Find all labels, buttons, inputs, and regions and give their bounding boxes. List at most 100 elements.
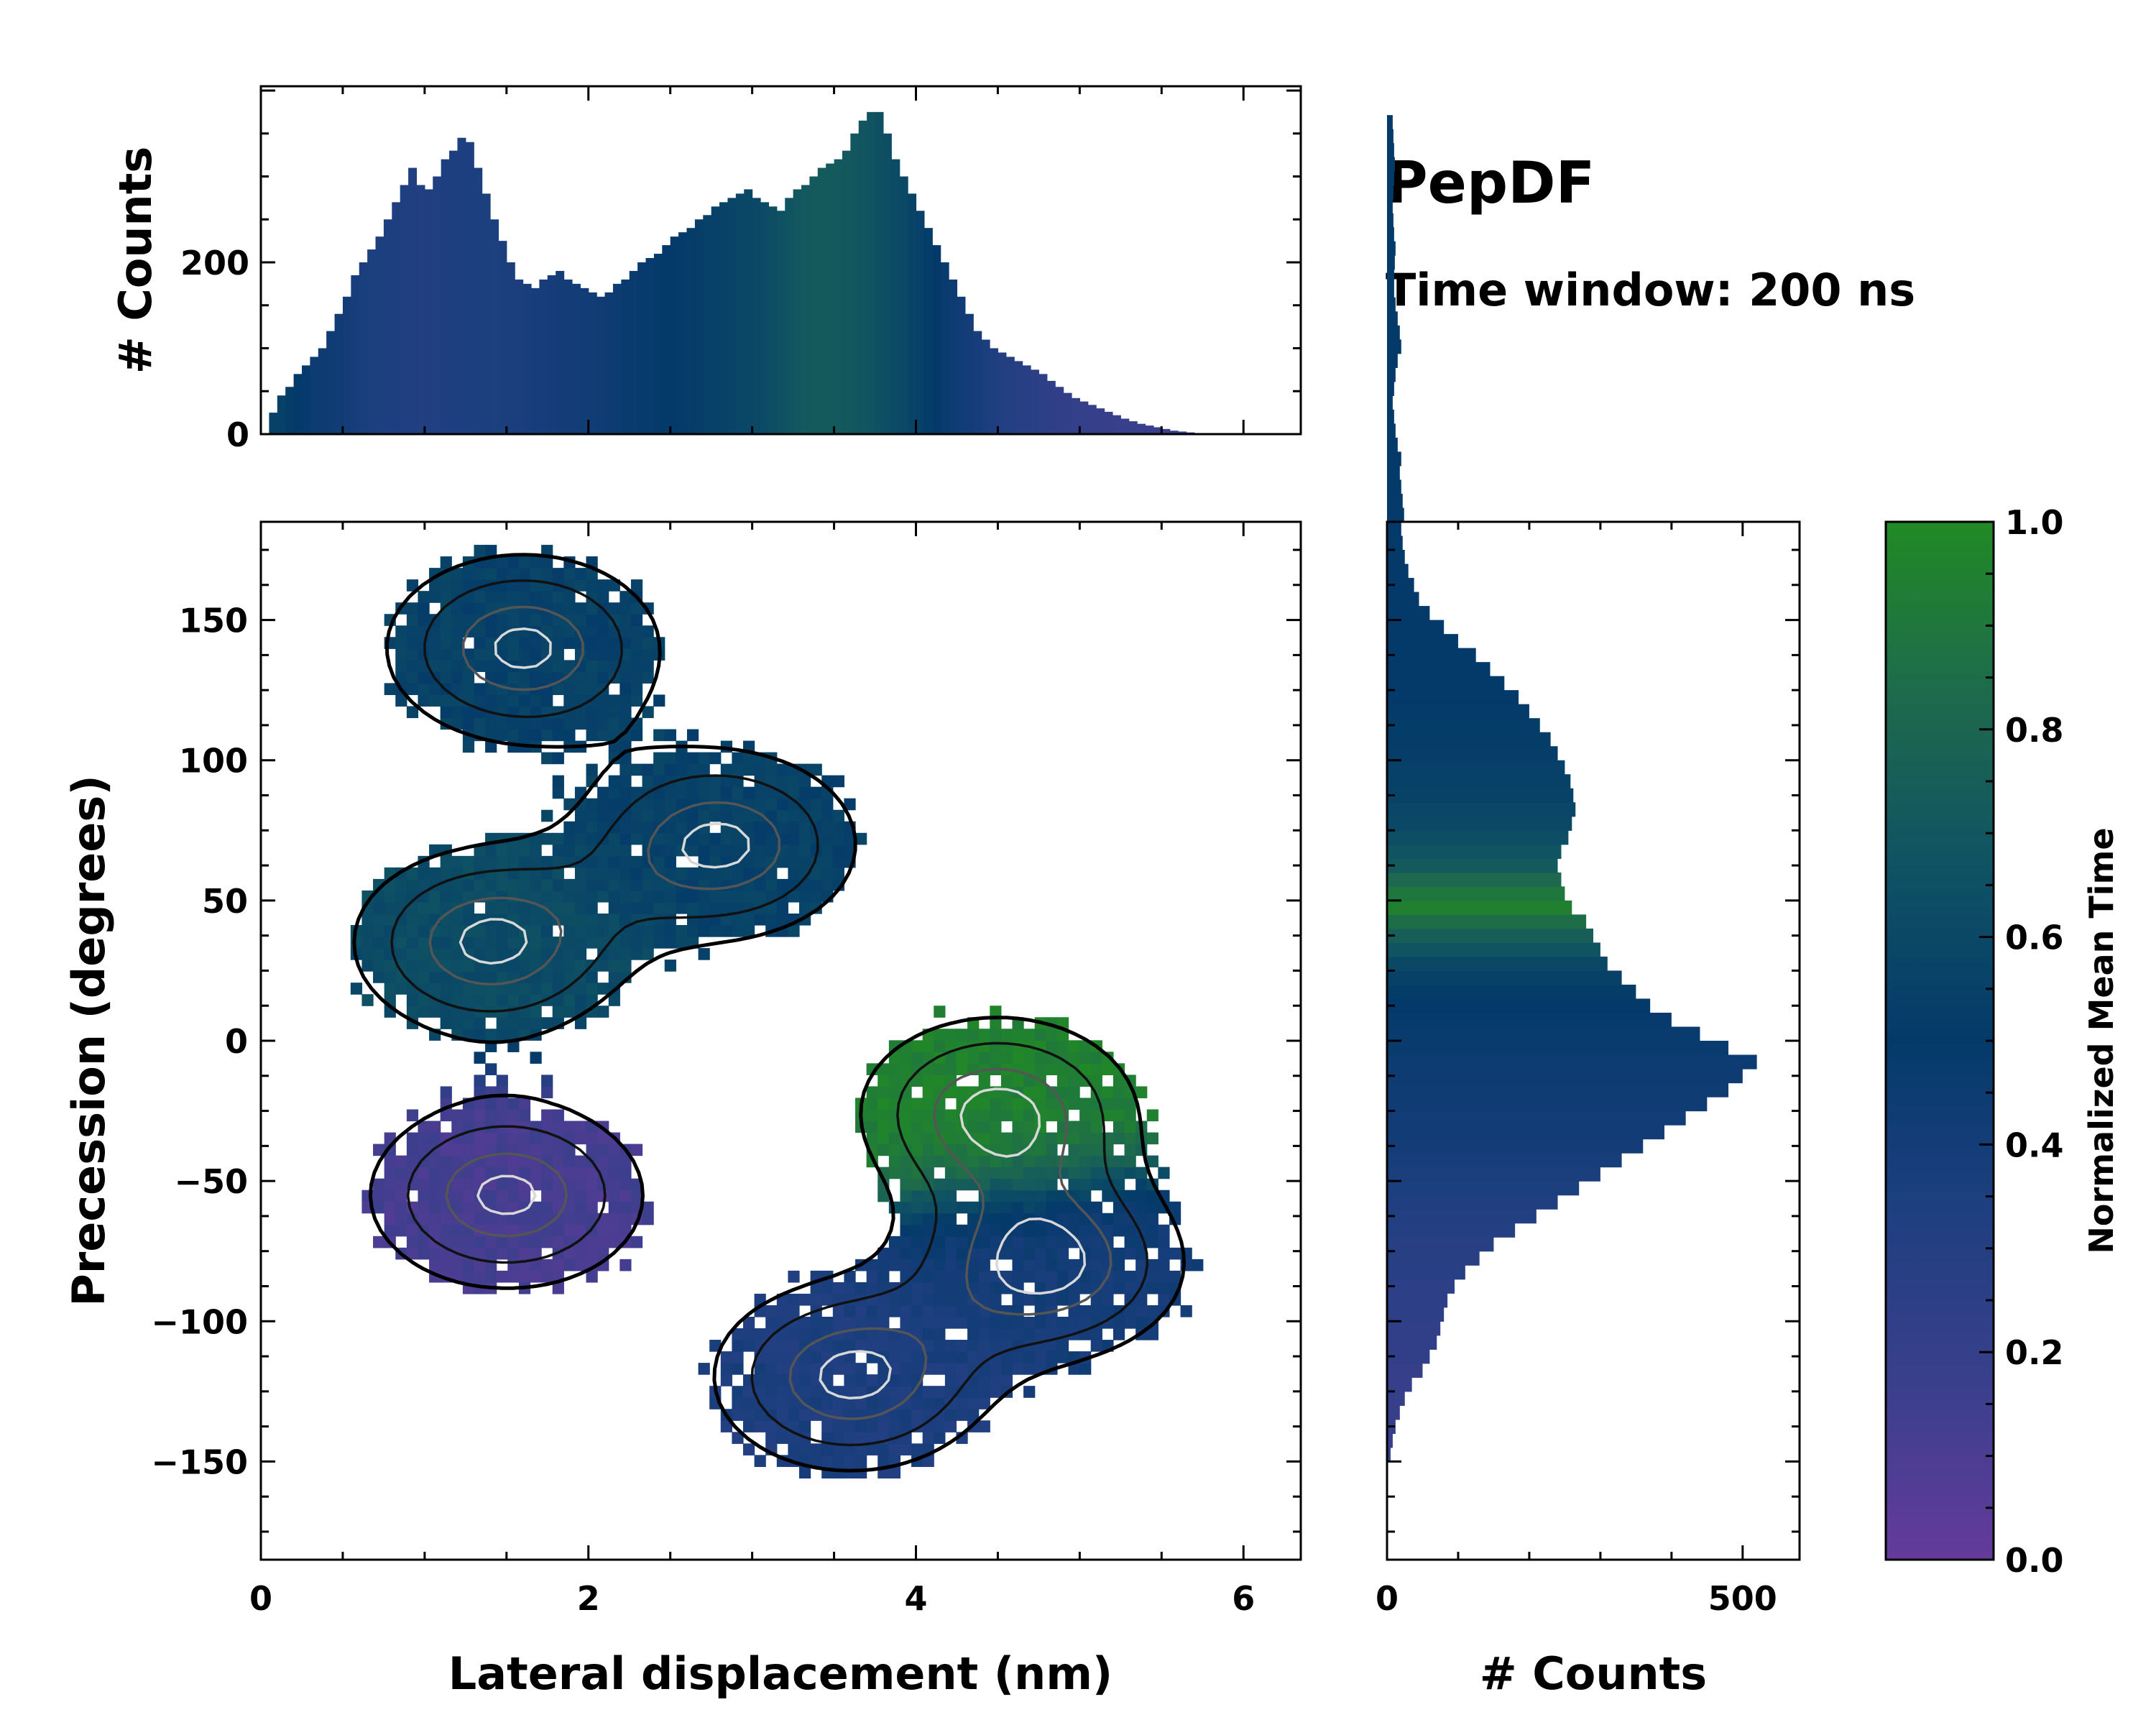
heatmap-cell xyxy=(462,983,475,995)
heatmap-cell xyxy=(1169,1270,1181,1283)
heatmap-cell xyxy=(518,706,531,719)
heatmap-cell xyxy=(496,844,508,857)
heatmap-cell xyxy=(462,671,475,684)
right-histogram-bar xyxy=(1387,1237,1494,1252)
heatmap-cell xyxy=(1124,1109,1136,1122)
heatmap-cell xyxy=(530,671,542,684)
heatmap-cell xyxy=(1046,1132,1058,1145)
heatmap-cell xyxy=(518,844,531,857)
heatmap-cell xyxy=(563,925,576,937)
heatmap-cell xyxy=(877,1121,890,1133)
heatmap-cell xyxy=(1056,1293,1069,1306)
heatmap-cell xyxy=(1135,1213,1148,1225)
top-histogram-bar xyxy=(801,185,810,434)
heatmap-cell xyxy=(507,1109,520,1122)
heatmap-cell xyxy=(608,706,620,719)
heatmap-cell xyxy=(1000,1144,1013,1156)
top-histogram-bar xyxy=(383,219,392,434)
heatmap-cell xyxy=(1012,1293,1024,1306)
heatmap-cell xyxy=(541,1132,553,1145)
heatmap-cell xyxy=(451,1178,464,1191)
heatmap-cell xyxy=(451,614,464,626)
heatmap-cell xyxy=(574,683,587,696)
heatmap-cell xyxy=(911,1144,923,1156)
heatmap-cell xyxy=(474,983,486,995)
heatmap-cell xyxy=(1158,1282,1170,1294)
heatmap-cell xyxy=(1124,1132,1136,1145)
right-histogram-ticks: 0 500 xyxy=(1376,522,1800,1618)
heatmap-cell xyxy=(507,983,520,995)
heatmap-cell xyxy=(619,775,632,788)
top-histogram-bar xyxy=(326,331,336,434)
heatmap-cell xyxy=(1068,1052,1080,1064)
heatmap-cell xyxy=(418,614,430,626)
heatmap-cell xyxy=(518,717,531,730)
heatmap-cell xyxy=(586,1144,598,1156)
main-xtick-label: 4 xyxy=(904,1579,927,1618)
main-xtick-label: 0 xyxy=(249,1579,272,1618)
heatmap-cell xyxy=(1112,1075,1125,1087)
heatmap-cell xyxy=(888,1236,901,1248)
heatmap-cell xyxy=(944,1121,957,1133)
heatmap-cell xyxy=(653,890,665,903)
right-histogram-bar xyxy=(1387,858,1558,873)
heatmap-cell xyxy=(574,890,587,903)
heatmap-cell xyxy=(832,1340,845,1352)
heatmap-cell xyxy=(496,648,508,661)
heatmap-cell xyxy=(474,1259,486,1271)
heatmap-cell xyxy=(1056,1316,1069,1329)
heatmap-cell xyxy=(1068,1213,1080,1225)
heatmap-cell xyxy=(462,1259,475,1271)
heatmap-cell xyxy=(395,1178,407,1191)
top-histogram-bar xyxy=(964,313,974,434)
heatmap-cell xyxy=(866,1397,878,1409)
heatmap-cell xyxy=(709,786,722,799)
heatmap-cell xyxy=(552,901,564,914)
heatmap-cell xyxy=(1079,1270,1092,1283)
heatmap-cell xyxy=(765,1432,778,1444)
right-histogram-bar xyxy=(1387,129,1393,144)
heatmap-cell xyxy=(608,878,620,891)
top-histogram-bar xyxy=(1031,369,1040,434)
heatmap-cell xyxy=(608,1155,620,1168)
heatmap-cell xyxy=(1068,1098,1080,1110)
heatmap-cell xyxy=(496,1029,508,1041)
heatmap-cell xyxy=(619,786,632,799)
colorbar-tick-label: 0.4 xyxy=(2005,1126,2064,1164)
heatmap-cell xyxy=(518,729,531,742)
heatmap-cell xyxy=(574,913,587,926)
heatmap-cell xyxy=(844,1351,856,1363)
heatmap-cell xyxy=(642,878,654,891)
heatmap-cell xyxy=(709,1340,722,1352)
heatmap-cell xyxy=(776,878,789,891)
heatmap-cell xyxy=(1102,1086,1114,1099)
right-histogram-bar xyxy=(1387,1447,1391,1463)
right-histogram-bar xyxy=(1387,381,1394,396)
right-histogram-bar xyxy=(1387,690,1519,705)
heatmap-cell xyxy=(1068,1075,1080,1087)
heatmap-cell xyxy=(1034,1224,1046,1237)
heatmap-cell xyxy=(1000,1132,1013,1145)
heatmap-cell xyxy=(574,1121,587,1133)
heatmap-cell xyxy=(900,1409,912,1421)
heatmap-cell xyxy=(1112,1270,1125,1283)
right-histogram-bar xyxy=(1387,143,1394,158)
heatmap-cell xyxy=(1000,1328,1013,1340)
heatmap-cell xyxy=(518,983,531,995)
heatmap-cell xyxy=(1023,1259,1036,1271)
heatmap-cell xyxy=(742,1328,755,1340)
heatmap-cell xyxy=(821,1340,834,1352)
heatmap-cell xyxy=(563,1121,576,1133)
heatmap-cell xyxy=(934,1190,946,1202)
heatmap-cell xyxy=(922,1213,934,1225)
heatmap-cell xyxy=(507,1236,520,1248)
heatmap-cell xyxy=(1135,1247,1148,1260)
heatmap-cell xyxy=(563,717,576,730)
heatmap-cell xyxy=(844,1305,856,1317)
heatmap-cell xyxy=(720,901,732,914)
heatmap-cell xyxy=(1102,1098,1114,1110)
heatmap-cell xyxy=(742,1340,755,1352)
heatmap-cell xyxy=(1192,1259,1204,1271)
heatmap-cell xyxy=(574,832,587,845)
heatmap-cell xyxy=(944,1190,957,1202)
